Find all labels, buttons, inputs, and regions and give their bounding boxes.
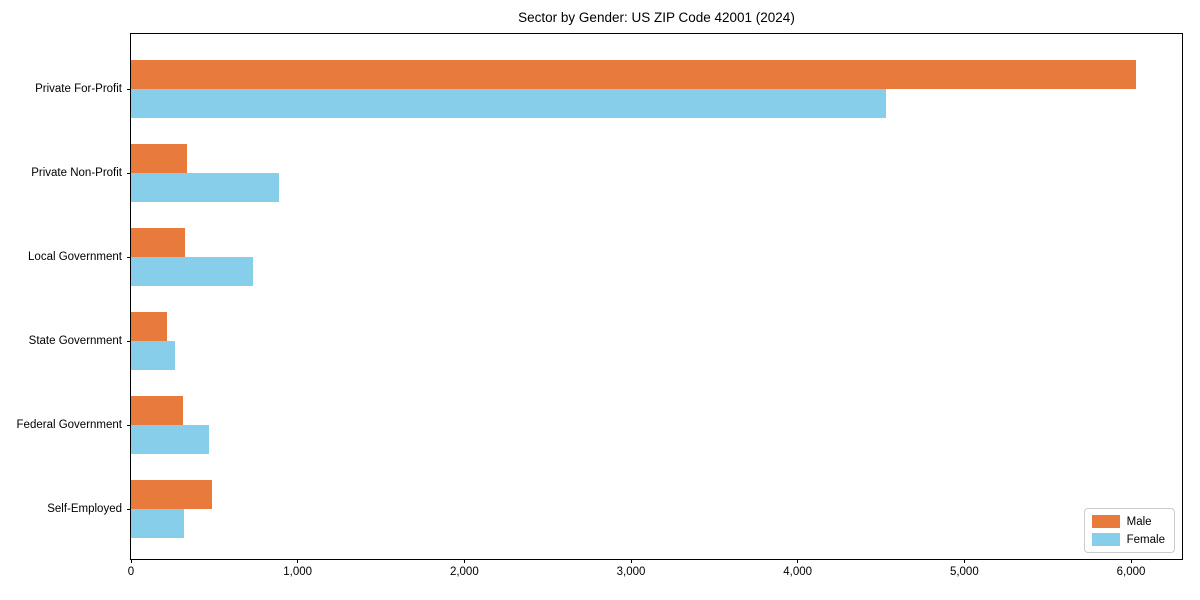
xtick-mark-1000 [297, 559, 299, 563]
bar-female-local-government [131, 257, 253, 286]
ytick-label-state-government: State Government [28, 335, 122, 347]
ytick-mark-federal-government [127, 424, 131, 426]
legend-entry-female: Female [1091, 533, 1165, 546]
xtick-mark-2000 [463, 559, 465, 563]
xtick-label-5000: 5,000 [949, 566, 979, 578]
ytick-label-federal-government: Federal Government [16, 419, 122, 431]
ytick-label-private-non-profit: Private Non-Profit [31, 167, 122, 179]
xtick-label-4000: 4,000 [783, 566, 813, 578]
bar-female-private-for-profit [131, 89, 886, 118]
bar-male-local-government [131, 228, 186, 257]
ytick-mark-self-employed [127, 508, 131, 510]
chart-title: Sector by Gender: US ZIP Code 42001 (202… [518, 10, 795, 25]
bar-male-federal-government [131, 396, 183, 425]
xtick-mark-3000 [630, 559, 632, 563]
xtick-label-3000: 3,000 [616, 566, 646, 578]
ytick-mark-state-government [127, 340, 131, 342]
ytick-label-self-employed: Self-Employed [47, 503, 122, 515]
xtick-label-1000: 1,000 [283, 566, 313, 578]
plot-area: Private For-Profit Private Non-Profit Loca… [17, 33, 1183, 578]
legend-swatch-female-icon [1091, 533, 1120, 546]
bar-male-self-employed [131, 480, 212, 509]
legend-entry-male: Male [1091, 515, 1165, 528]
bar-female-private-non-profit [131, 173, 279, 202]
legend-label-female: Female [1126, 533, 1165, 546]
ytick-label-local-government: Local Government [28, 251, 122, 263]
xtick-label-6000: 6,000 [1116, 566, 1146, 578]
ytick-mark-private-for-profit [127, 88, 131, 90]
bar-male-private-for-profit [131, 60, 1136, 89]
legend: Male Female [1083, 508, 1175, 553]
legend-swatch-male-icon [1091, 515, 1120, 528]
bar-male-private-non-profit [131, 144, 187, 173]
xtick-mark-6000 [1130, 559, 1132, 563]
legend-label-male: Male [1126, 515, 1152, 528]
xtick-mark-4000 [797, 559, 799, 563]
ytick-mark-private-non-profit [127, 172, 131, 174]
xtick-label-0: 0 [127, 566, 135, 578]
ytick-mark-local-government [127, 256, 131, 258]
xtick-label-2000: 2,000 [449, 566, 479, 578]
bar-female-federal-government [131, 425, 210, 454]
ytick-label-private-for-profit: Private For-Profit [35, 83, 122, 95]
bar-male-state-government [131, 312, 167, 341]
xtick-mark-5000 [963, 559, 965, 563]
bar-female-self-employed [131, 509, 184, 538]
bar-female-state-government [131, 341, 176, 370]
xtick-mark-0 [130, 559, 132, 563]
